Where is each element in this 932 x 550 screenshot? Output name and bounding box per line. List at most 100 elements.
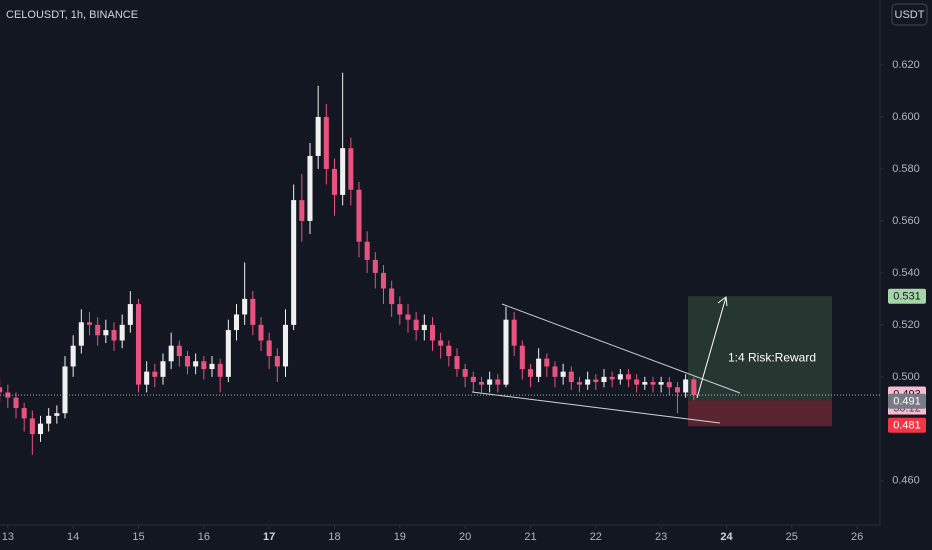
candle-body: [37, 423, 44, 435]
candle-body: [674, 387, 681, 393]
y-tick-label: 0.600: [892, 111, 920, 123]
y-tick-label: 0.540: [892, 267, 920, 279]
candle-body: [454, 356, 460, 370]
candle-body: [438, 340, 444, 346]
stop-zone: [688, 400, 832, 427]
candle-body: [152, 371, 158, 377]
candle-body: [503, 319, 509, 385]
candle-body: [658, 382, 664, 385]
entry-price-label: 0.491: [893, 396, 921, 408]
candle-body: [201, 361, 207, 370]
x-tick-label: 22: [590, 531, 602, 543]
candle-body: [315, 116, 321, 156]
candle-body: [250, 298, 256, 325]
y-tick-label: 0.580: [892, 163, 920, 175]
candle-body: [21, 408, 27, 419]
candle-body: [397, 304, 403, 315]
candle-body: [421, 324, 427, 331]
candle-body: [511, 319, 517, 346]
candle-body: [372, 259, 378, 273]
x-tick-label: 24: [720, 531, 733, 543]
candle-body: [617, 374, 623, 380]
candle-body: [405, 314, 411, 320]
candle-body: [356, 189, 362, 242]
candle-body: [258, 324, 264, 341]
candle-body: [462, 369, 468, 377]
candle-body: [576, 382, 583, 385]
candle-body: [413, 319, 419, 331]
target-price-label-box: [888, 288, 926, 304]
candle-body: [225, 330, 231, 377]
candle-body: [103, 330, 109, 336]
x-tick-label: 26: [851, 531, 863, 543]
candle-body: [536, 358, 542, 377]
candle-body: [331, 168, 338, 195]
candle-body: [86, 322, 93, 325]
candle-body: [380, 272, 387, 289]
x-tick-label: 16: [198, 531, 210, 543]
candle-body: [348, 148, 354, 190]
candle-body: [527, 369, 534, 377]
candle-body: [691, 379, 697, 396]
candle-body: [274, 356, 280, 367]
candle-body: [127, 304, 133, 325]
candle-body: [683, 379, 689, 393]
candle-body: [307, 155, 313, 221]
wedge-lower: [471, 391, 721, 424]
candle-body: [650, 382, 656, 385]
candle-body: [323, 116, 329, 169]
x-tick-label: 25: [786, 531, 798, 543]
candle-body: [184, 356, 191, 367]
x-tick-label: 19: [394, 531, 406, 543]
x-tick-label: 14: [67, 531, 79, 543]
arrow-line: [696, 296, 727, 399]
x-tick-label: 17: [263, 531, 275, 543]
profit-zone: [688, 296, 832, 401]
entry-price-label-box: [888, 393, 926, 409]
x-tick-label: 20: [459, 531, 471, 543]
candle-body: [29, 418, 35, 435]
candle-body: [544, 358, 550, 367]
candle-body: [625, 374, 632, 380]
target-price-label: 0.531: [893, 291, 921, 303]
x-tick-label: 18: [328, 531, 340, 543]
wedge-upper: [501, 303, 741, 394]
arrow-head: [717, 296, 728, 307]
y-tick-label: 0.620: [892, 59, 920, 71]
candle-body: [95, 324, 101, 336]
candle-body: [291, 200, 297, 325]
x-tick-label: 13: [2, 531, 14, 543]
y-tick-label: 0.560: [892, 215, 920, 227]
candle-body: [119, 324, 125, 341]
candle-body: [242, 298, 248, 315]
candle-body: [0, 387, 3, 393]
stop-price-label-box: [888, 417, 926, 433]
candle-body: [135, 304, 142, 385]
candle-body: [111, 330, 117, 341]
candle-body: [470, 376, 476, 383]
candle-body: [266, 340, 272, 357]
candle-body: [634, 379, 640, 385]
candle-body: [70, 345, 76, 367]
candle-body: [487, 379, 493, 385]
position-label: 1:4 Risk:Reward: [728, 350, 816, 364]
currency-button[interactable]: [891, 3, 928, 26]
candle-body: [340, 148, 346, 195]
candle-body: [62, 366, 68, 414]
currency-label[interactable]: USDT: [895, 9, 925, 21]
candle-body: [168, 345, 174, 362]
candle-body: [552, 366, 558, 377]
y-tick-label: 0.460: [892, 475, 920, 487]
candle-body: [585, 379, 591, 385]
candle-body: [593, 379, 599, 383]
candle-body: [364, 241, 370, 260]
candle-body: [429, 324, 436, 341]
candle-body: [54, 413, 60, 416]
candle-body: [5, 392, 11, 398]
candle-body: [13, 397, 19, 409]
candle-body: [160, 361, 166, 377]
candle-body: [78, 322, 84, 346]
candle-body: [299, 200, 305, 221]
